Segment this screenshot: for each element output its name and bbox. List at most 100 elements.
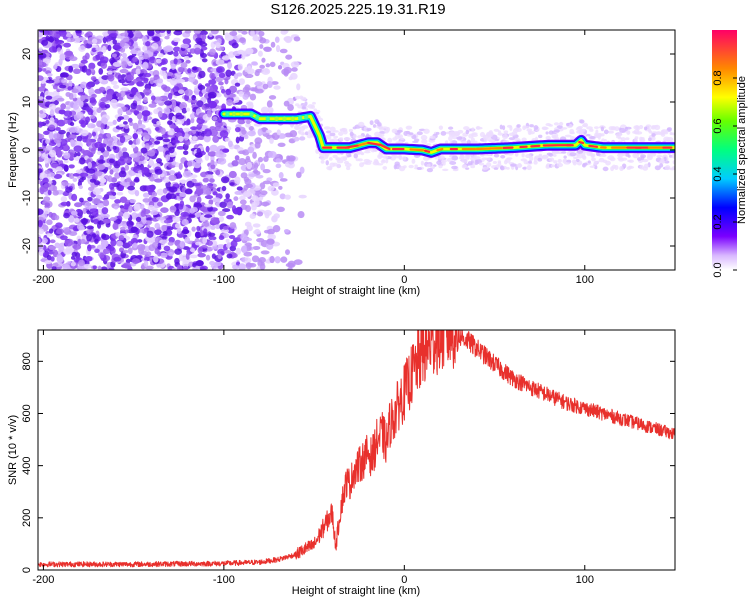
noise-speckle bbox=[118, 123, 125, 128]
ridge-halo-speckle bbox=[510, 163, 517, 167]
noise-speckle bbox=[107, 44, 112, 52]
noise-speckle bbox=[150, 95, 156, 101]
noise-speckle bbox=[49, 117, 55, 125]
snr-y-axis-label: SNR (10 * v/v) bbox=[7, 415, 19, 485]
noise-speckle bbox=[72, 97, 78, 102]
noise-speckle bbox=[131, 257, 140, 265]
noise-speckle bbox=[97, 265, 102, 270]
noise-speckle bbox=[192, 66, 198, 71]
ridge-halo-speckle bbox=[429, 135, 436, 140]
noise-speckle bbox=[163, 219, 170, 224]
noise-speckle bbox=[162, 138, 171, 143]
noise-speckle bbox=[278, 185, 283, 190]
ridge-halo-speckle bbox=[435, 131, 440, 135]
noise-speckle bbox=[180, 62, 188, 69]
noise-speckle bbox=[161, 67, 168, 71]
noise-speckle bbox=[238, 263, 246, 270]
ridge-halo-speckle bbox=[654, 124, 661, 130]
colorbar-tick-label: 0.6 bbox=[712, 118, 724, 133]
noise-speckle bbox=[176, 264, 183, 270]
ridge-halo-speckle bbox=[377, 153, 383, 160]
noise-speckle bbox=[38, 61, 47, 68]
ridge-blob bbox=[255, 115, 260, 120]
ridge-halo-speckle bbox=[503, 130, 509, 134]
ridge-halo-speckle bbox=[638, 125, 644, 130]
noise-speckle bbox=[203, 219, 209, 228]
ridge-halo-speckle bbox=[394, 161, 400, 166]
noise-speckle bbox=[150, 210, 159, 216]
noise-speckle bbox=[177, 89, 185, 94]
ridge-halo-speckle bbox=[563, 155, 567, 159]
ridge-halo-speckle bbox=[366, 127, 372, 132]
noise-speckle bbox=[181, 229, 190, 235]
noise-speckle bbox=[215, 223, 221, 230]
noise-speckle bbox=[182, 265, 189, 270]
noise-speckle bbox=[235, 124, 242, 128]
noise-speckle bbox=[197, 131, 202, 137]
noise-speckle bbox=[154, 178, 163, 183]
noise-speckle bbox=[288, 76, 294, 81]
ridge-blob bbox=[239, 111, 244, 117]
ridge-halo-speckle bbox=[508, 132, 516, 136]
noise-speckle bbox=[106, 133, 112, 138]
noise-speckle bbox=[133, 93, 143, 102]
noise-speckle bbox=[280, 30, 288, 35]
ridge-halo-speckle bbox=[659, 163, 664, 168]
ridge-blob bbox=[249, 112, 254, 117]
noise-speckle bbox=[157, 250, 162, 257]
noise-speckle bbox=[165, 72, 174, 76]
noise-speckle bbox=[153, 96, 163, 101]
noise-speckle bbox=[198, 70, 206, 79]
noise-speckle bbox=[201, 104, 206, 110]
noise-speckle bbox=[68, 101, 78, 108]
ridge-halo-speckle bbox=[499, 124, 503, 130]
noise-speckle bbox=[229, 222, 237, 230]
noise-speckle bbox=[213, 261, 222, 267]
noise-speckle bbox=[160, 127, 166, 135]
noise-speckle bbox=[202, 177, 209, 183]
noise-speckle bbox=[254, 88, 264, 94]
spectrogram-y-axis-label: Frequency (Hz) bbox=[7, 112, 19, 188]
noise-speckle bbox=[197, 135, 205, 140]
noise-speckle bbox=[283, 66, 292, 74]
ridge-halo-speckle bbox=[325, 160, 329, 166]
ridge-halo-speckle bbox=[497, 130, 501, 134]
noise-speckle bbox=[135, 216, 142, 222]
noise-speckle bbox=[182, 38, 191, 45]
ridge-halo-speckle bbox=[377, 122, 382, 127]
noise-speckle bbox=[167, 92, 173, 100]
noise-speckle bbox=[109, 57, 116, 64]
noise-speckle bbox=[148, 244, 156, 252]
ridge-halo-speckle bbox=[294, 95, 301, 100]
ridge-halo-speckle bbox=[556, 125, 563, 129]
noise-speckle bbox=[245, 262, 252, 270]
noise-speckle bbox=[90, 147, 96, 155]
noise-speckle bbox=[287, 104, 294, 112]
spectrogram-x-tick-label: 100 bbox=[576, 274, 594, 286]
ridge-halo-speckle bbox=[523, 125, 530, 129]
noise-speckle bbox=[115, 231, 120, 237]
ridge-blob bbox=[282, 116, 287, 122]
ridge-halo-speckle bbox=[474, 159, 479, 165]
noise-speckle bbox=[163, 107, 171, 115]
noise-speckle bbox=[184, 94, 189, 102]
ridge-halo-speckle bbox=[414, 164, 418, 168]
noise-speckle bbox=[189, 207, 196, 214]
noise-speckle bbox=[255, 174, 264, 179]
noise-speckle bbox=[70, 210, 78, 216]
ridge-halo-speckle bbox=[470, 137, 475, 143]
noise-speckle bbox=[285, 249, 291, 255]
noise-speckle bbox=[263, 46, 272, 52]
noise-speckle bbox=[109, 169, 114, 175]
noise-speckle bbox=[38, 86, 47, 92]
noise-speckle bbox=[174, 257, 180, 265]
noise-speckle bbox=[89, 97, 96, 104]
ridge-halo-speckle bbox=[486, 157, 491, 161]
ridge-halo-speckle bbox=[449, 160, 457, 165]
noise-speckle bbox=[65, 33, 72, 38]
noise-speckle bbox=[60, 196, 68, 202]
ridge-halo-speckle bbox=[526, 128, 533, 132]
noise-speckle bbox=[154, 126, 160, 131]
noise-speckle bbox=[179, 192, 187, 198]
noise-speckle bbox=[80, 218, 89, 224]
